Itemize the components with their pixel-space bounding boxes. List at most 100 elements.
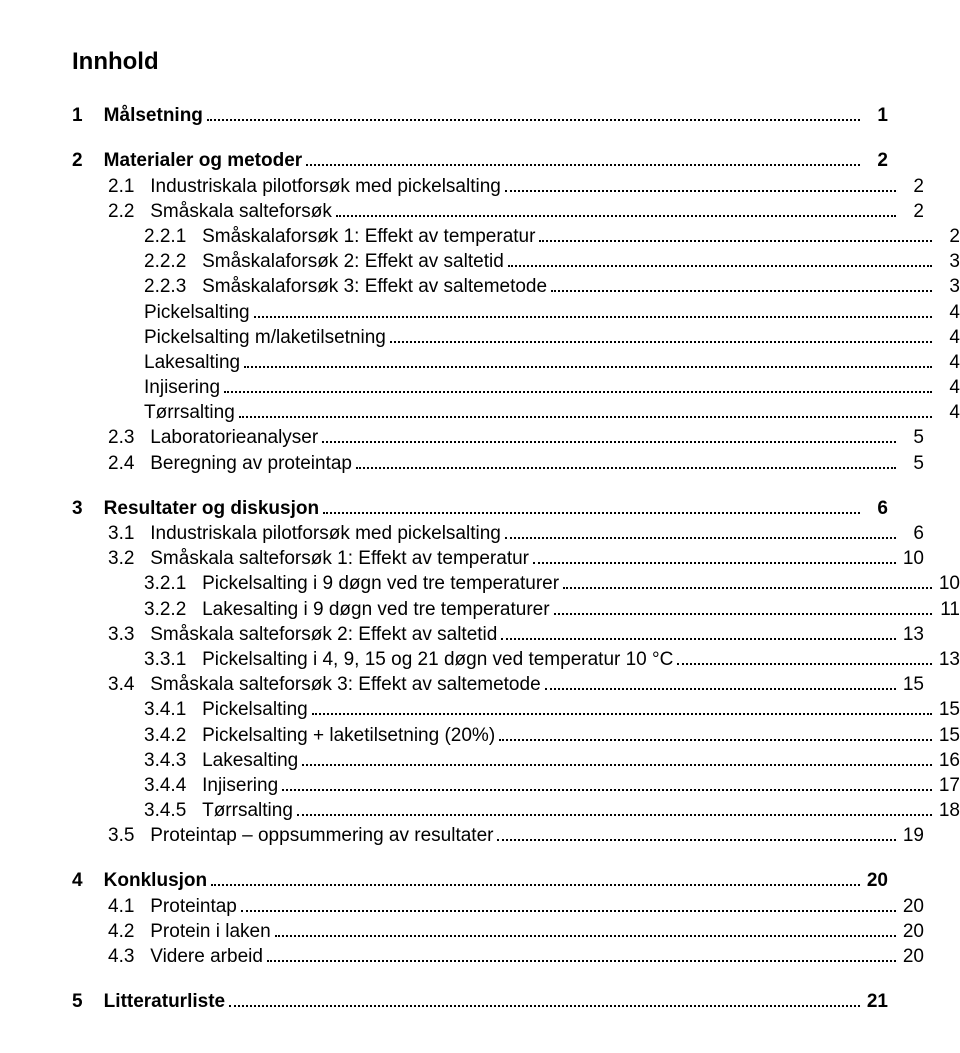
toc-entry-text: Tørrsalting <box>144 402 235 424</box>
toc-entry: 4.2 Protein i laken 20 <box>72 920 924 943</box>
toc-leader-dots <box>677 648 932 665</box>
toc-entry-page: 11 <box>936 599 960 621</box>
toc-entry: 3.1 Industriskala pilotforsøk med pickel… <box>72 522 924 545</box>
toc-entry-text: 3 Resultater og diskusjon <box>72 498 319 520</box>
toc-entry: 4.3 Videre arbeid 20 <box>72 945 924 968</box>
toc-entry-page: 1 <box>864 105 888 127</box>
toc-entry-text: Lakesalting <box>144 352 240 374</box>
toc-entry: 2.2.1 Småskalaforsøk 1: Effekt av temper… <box>72 225 960 248</box>
toc-entry-page: 17 <box>936 775 960 797</box>
toc-leader-dots <box>267 945 896 962</box>
toc-entry: Tørrsalting 4 <box>72 401 960 424</box>
toc-entry: 4.1 Proteintap20 <box>72 894 924 917</box>
toc-leader-dots <box>306 149 860 166</box>
toc-entry-text: 2 Materialer og metoder <box>72 150 302 172</box>
toc-entry-text: 2.2 Småskala salteforsøk <box>108 201 332 223</box>
toc-entry-text: Injisering <box>144 377 220 399</box>
toc-entry-page: 4 <box>936 327 960 349</box>
toc-leader-dots <box>499 723 932 740</box>
toc-leader-dots <box>336 200 896 217</box>
toc-entry: Lakesalting 4 <box>72 351 960 374</box>
toc-entry: 3.4 Småskala salteforsøk 3: Effekt av sa… <box>72 673 924 696</box>
toc-entry: 3.2.1 Pickelsalting i 9 døgn ved tre tem… <box>72 572 960 595</box>
toc-entry: 3.4.4 Injisering 17 <box>72 774 960 797</box>
toc-entry-text: 4 Konklusjon <box>72 870 207 892</box>
toc-entry-text: 2.2.3 Småskalaforsøk 3: Effekt av saltem… <box>144 276 547 298</box>
toc-entry-page: 13 <box>936 649 960 671</box>
toc-leader-dots <box>241 894 896 911</box>
toc-entry: 1 Målsetning 1 <box>72 104 888 127</box>
toc-entry-page: 15 <box>900 674 924 696</box>
toc-entry: 3.3.1 Pickelsalting i 4, 9, 15 og 21 døg… <box>72 648 960 671</box>
toc-leader-dots <box>508 250 932 267</box>
toc-leader-dots <box>323 497 860 514</box>
toc-entry-page: 2 <box>900 201 924 223</box>
toc-entry-text: 3.4.4 Injisering <box>144 775 278 797</box>
toc-entry-page: 4 <box>936 377 960 399</box>
toc-entry-text: 2.2.2 Småskalaforsøk 2: Effekt av saltet… <box>144 251 504 273</box>
toc-entry-text: 4.2 Protein i laken <box>108 921 271 943</box>
toc-entry-text: 2.3 Laboratorieanalyser <box>108 427 318 449</box>
toc-entry-text: 4.3 Videre arbeid <box>108 946 263 968</box>
toc-entry-page: 5 <box>900 453 924 475</box>
toc-leader-dots <box>239 401 932 418</box>
toc-leader-dots <box>501 623 896 640</box>
toc-entry-text: 3.4.5 Tørrsalting <box>144 800 293 822</box>
toc-entry: 3.4.2 Pickelsalting + laketilsetning (20… <box>72 723 960 746</box>
toc-entry-page: 10 <box>900 548 924 570</box>
toc-entry-text: 4.1 Proteintap <box>108 896 237 918</box>
toc-entry-text: 3.2.1 Pickelsalting i 9 døgn ved tre tem… <box>144 573 559 595</box>
toc-entry: 3.4.5 Tørrsalting18 <box>72 799 960 822</box>
table-of-contents: 1 Målsetning 1 2 Materialer og metoder 2 2.1… <box>72 104 888 1013</box>
toc-entry: 2.2.2 Småskalaforsøk 2: Effekt av saltet… <box>72 250 960 273</box>
toc-entry: 3.2 Småskala salteforsøk 1: Effekt av te… <box>72 547 924 570</box>
toc-entry-text: 3.4.3 Lakesalting <box>144 750 298 772</box>
toc-entry-page: 10 <box>936 573 960 595</box>
toc-entry: 3 Resultater og diskusjon6 <box>72 497 888 520</box>
toc-entry-page: 5 <box>900 427 924 449</box>
toc-entry: 3.5 Proteintap – oppsummering av resulta… <box>72 824 924 847</box>
toc-entry-text: 3.3.1 Pickelsalting i 4, 9, 15 og 21 døg… <box>144 649 673 671</box>
toc-entry-text: 3.1 Industriskala pilotforsøk med pickel… <box>108 523 501 545</box>
toc-entry-page: 20 <box>900 946 924 968</box>
toc-leader-dots <box>254 300 932 317</box>
toc-entry: 2.1 Industriskala pilotforsøk med pickel… <box>72 174 924 197</box>
toc-leader-dots <box>322 426 896 443</box>
toc-entry-page: 4 <box>936 302 960 324</box>
toc-leader-dots <box>297 799 932 816</box>
toc-entry-text: 3.4.1 Pickelsalting <box>144 699 308 721</box>
toc-leader-dots <box>554 597 932 614</box>
toc-entry: 2.2 Småskala salteforsøk 2 <box>72 200 924 223</box>
toc-entry-page: 2 <box>864 150 888 172</box>
toc-entry-page: 15 <box>936 699 960 721</box>
toc-entry-page: 2 <box>900 176 924 198</box>
toc-entry: 2.3 Laboratorieanalyser 5 <box>72 426 924 449</box>
toc-leader-dots <box>533 547 896 564</box>
toc-leader-dots <box>224 376 932 393</box>
toc-leader-dots <box>356 451 896 468</box>
toc-leader-dots <box>275 920 896 937</box>
toc-leader-dots <box>563 572 932 589</box>
toc-entry: 3.4.3 Lakesalting16 <box>72 749 960 772</box>
toc-entry: 3.3 Småskala salteforsøk 2: Effekt av sa… <box>72 623 924 646</box>
toc-entry-page: 4 <box>936 402 960 424</box>
toc-entry: Injisering 4 <box>72 376 960 399</box>
toc-entry-text: 1 Målsetning <box>72 105 203 127</box>
toc-entry-text: 3.3 Småskala salteforsøk 2: Effekt av sa… <box>108 624 497 646</box>
toc-leader-dots <box>211 869 860 886</box>
toc-leader-dots <box>545 673 896 690</box>
toc-entry-page: 3 <box>936 251 960 273</box>
toc-entry-page: 3 <box>936 276 960 298</box>
toc-entry-text: 3.2.2 Lakesalting i 9 døgn ved tre tempe… <box>144 599 550 621</box>
toc-entry-page: 2 <box>936 226 960 248</box>
toc-entry-page: 4 <box>936 352 960 374</box>
toc-entry-text: Pickelsalting m/laketilsetning <box>144 327 386 349</box>
toc-entry-page: 19 <box>900 825 924 847</box>
toc-entry: 2.2.3 Småskalaforsøk 3: Effekt av saltem… <box>72 275 960 298</box>
toc-entry-text: 2.4 Beregning av proteintap <box>108 453 352 475</box>
toc-leader-dots <box>390 326 932 343</box>
toc-entry: 2 Materialer og metoder 2 <box>72 149 888 172</box>
toc-entry-text: 2.1 Industriskala pilotforsøk med pickel… <box>108 176 501 198</box>
toc-entry-page: 20 <box>900 921 924 943</box>
toc-leader-dots <box>312 698 932 715</box>
